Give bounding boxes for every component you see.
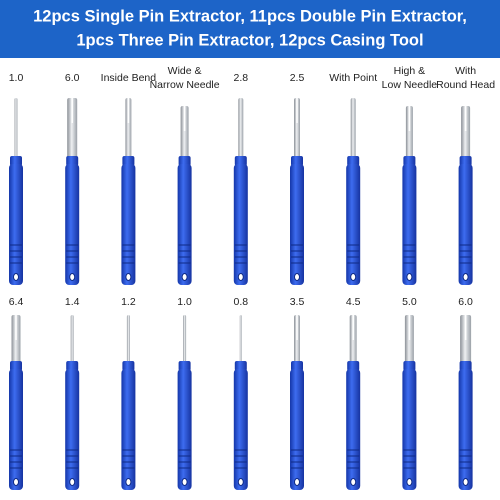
tool-tip [126,315,130,369]
tool-tip [461,106,471,164]
handle-hole [69,273,76,281]
tool-tip [294,315,300,369]
handle-hole [237,478,244,486]
tool-label: Wide & [168,65,202,77]
tool-label: 6.0 [65,72,80,84]
tool-tip [67,98,78,164]
handle-hole [350,273,357,281]
tool-label: With [455,65,476,77]
tool-collar [234,361,247,371]
tool-tip [294,98,300,164]
tool-tip [125,98,132,164]
tool-collar [178,156,191,166]
tool-label: With Point [329,72,377,84]
tool-handle [290,164,304,285]
tool-label: Low Needle [382,79,438,91]
tool-collar [10,156,22,166]
tool-label: 0.8 [233,296,248,308]
tool-label: Inside Bend [101,72,157,84]
tool-tip [239,315,242,369]
tool-label: 3.5 [290,296,305,308]
tool-handle [458,369,473,490]
tool-tip [460,315,472,369]
tool-label: Round Head [436,79,495,91]
handle-hole [237,273,244,281]
tool-handle [290,369,304,490]
header-title: 12pcs Single Pin Extractor, 11pcs Double… [33,7,467,25]
tool-tip [11,315,21,369]
handle-hole [125,478,132,486]
tool-collar [291,156,303,166]
tool-handle [233,164,248,285]
tool-label: 5.0 [402,296,417,308]
tool-handle [346,164,361,285]
tool-label: 2.5 [290,72,305,84]
tool-collar [347,156,360,166]
handle-hole [13,478,19,486]
header-title: 1pcs Three Pin Extractor, 12pcs Casing T… [76,31,423,49]
tool-handle [9,369,23,490]
tool-handle [346,369,361,490]
tool-label: 6.0 [458,296,473,308]
tool-handle [121,369,136,490]
tool-label: 1.0 [177,296,192,308]
handle-hole [13,273,19,281]
tool-collar [10,361,22,371]
header-bar [0,0,500,58]
tool-handle [121,164,136,285]
tool-tip [238,98,244,164]
tool-tip [405,106,413,164]
tool-handle [9,164,23,285]
tool-collar [291,361,303,371]
handle-hole [69,478,76,486]
tool-label: 1.2 [121,296,136,308]
tool-tip [14,98,18,164]
tool-label: 6.4 [9,296,24,308]
tool-handle [402,369,417,490]
tool-tip [350,98,356,164]
tool-collar [403,361,416,371]
tool-collar [122,361,135,371]
tool-tip [404,315,414,369]
tool-collar [459,361,472,371]
tool-handle [402,164,417,285]
tool-collar [459,156,472,166]
handle-hole [406,273,413,281]
handle-hole [350,478,357,486]
tool-handle [177,164,192,285]
tool-tip [349,315,357,369]
tool-label: 4.5 [346,296,361,308]
tool-collar [122,156,135,166]
tool-tip [180,106,189,164]
tool-label: 2.8 [233,72,248,84]
tool-collar [66,361,79,371]
tool-handle [233,369,248,490]
handle-hole [462,273,469,281]
tool-collar [178,361,191,371]
tool-handle [177,369,192,490]
handle-hole [125,273,132,281]
tool-tip [183,315,187,369]
tool-label: Narrow Needle [150,79,220,91]
handle-hole [294,478,300,486]
tool-handle [65,369,80,490]
tool-label: 1.4 [65,296,80,308]
tool-collar [403,156,416,166]
tool-label: 1.0 [9,72,24,84]
tool-handle [65,164,80,285]
tool-collar [66,156,79,166]
handle-hole [181,478,188,486]
tool-collar [234,156,247,166]
tool-label: High & [394,65,426,77]
handle-hole [294,273,300,281]
handle-hole [181,273,188,281]
tool-collar [347,361,360,371]
tool-tip [70,315,74,369]
handle-hole [406,478,413,486]
tool-handle [458,164,473,285]
handle-hole [462,478,469,486]
